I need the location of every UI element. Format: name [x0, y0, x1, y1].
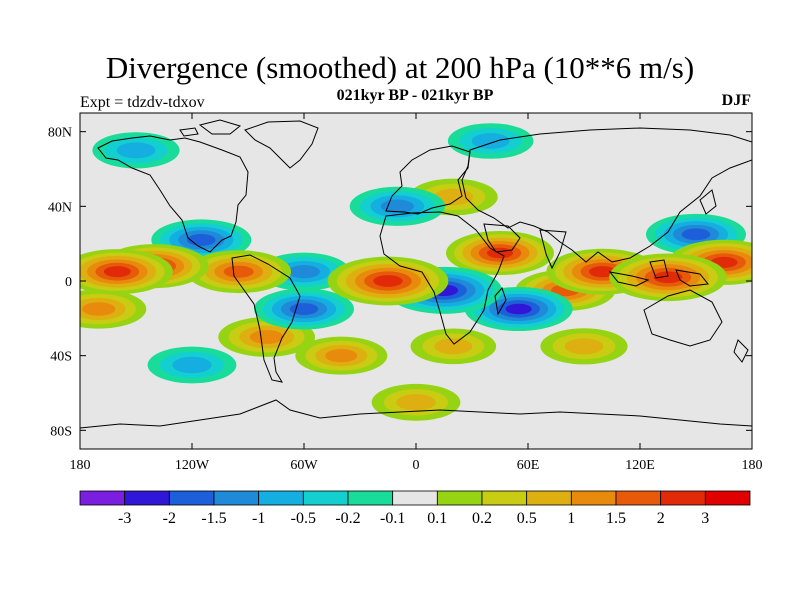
field-feature: [147, 346, 237, 384]
coastline-australia: [643, 289, 723, 347]
colorbar-swatch: [615, 490, 662, 506]
coastline-india: [539, 229, 567, 270]
colorbar-swatch: [436, 490, 483, 506]
coastline-new-zealand: [733, 339, 749, 363]
field-contour: [223, 265, 254, 278]
x-tick-label: 180: [70, 458, 91, 473]
map-axes: 180 120W 60W 0 60E 120E 180 80N 40N 0 40S 80S: [48, 113, 763, 473]
field-contour: [588, 266, 617, 278]
plot-subtitle: 021kyr BP - 021kyr BP: [336, 87, 494, 104]
colorbar-label: 3: [701, 510, 709, 527]
colorbar-swatch: [347, 490, 394, 506]
coastline-greenland: [244, 120, 319, 169]
field-feature: [371, 383, 461, 421]
field-contour: [172, 356, 212, 374]
field-contour: [681, 228, 711, 241]
colorbar-label: -0.1: [380, 510, 405, 527]
coastline-japan: [699, 189, 717, 215]
colorbar-swatch: [481, 490, 528, 506]
x-tick-label: 60W: [290, 458, 318, 473]
plot-title: Divergence (smoothed) at 200 hPa (10**6 …: [105, 50, 695, 85]
x-tick-label: 120E: [625, 458, 655, 473]
field-contour: [116, 142, 156, 159]
colorbar-label: 0.5: [517, 510, 537, 527]
colorbar-label: -0.2: [335, 510, 360, 527]
coastline-indonesia: [608, 259, 709, 287]
colorbar-label: -3: [118, 510, 131, 527]
field-feature: [186, 250, 292, 294]
coastline-south-america: [231, 254, 301, 383]
colorbar-swatch: [526, 490, 572, 506]
field-feature: [447, 123, 534, 159]
colorbar-label: 1.5: [606, 510, 626, 527]
colorbar-label: 2: [657, 510, 665, 527]
field-contour: [396, 394, 436, 411]
colorbar-label: 0.2: [472, 510, 492, 527]
coastline-arctic-islands: [179, 119, 242, 137]
field-contour: [325, 349, 358, 363]
divergence-field: [80, 123, 752, 421]
field-contour: [486, 247, 514, 259]
field-contour: [103, 266, 131, 278]
y-tick-label: 80N: [48, 126, 72, 141]
field-feature: [151, 219, 252, 261]
coastline-madagascar: [494, 287, 507, 316]
colorbar-swatch: [213, 490, 260, 506]
field-contour: [187, 234, 216, 246]
field-contour: [82, 302, 116, 316]
coastlines: [80, 119, 752, 429]
field-feature: [609, 253, 727, 302]
field-contour: [289, 303, 319, 315]
y-tick-label: 80S: [50, 424, 72, 439]
field-feature: [80, 289, 147, 329]
field-feature: [295, 336, 388, 375]
field-contour: [433, 188, 474, 206]
colorbar: -3 -2 -1.5 -1 -0.5 -0.2 -0.1 0.1 0.2 0.5 1 1.5 2 3: [79, 490, 751, 527]
colorbar-swatch: [392, 490, 438, 506]
coastline-north-america: [97, 135, 249, 253]
colorbar-label: 0.1: [427, 510, 447, 527]
coastline-asia: [461, 127, 752, 263]
colorbar-swatch: [704, 490, 751, 506]
field-feature: [540, 328, 628, 365]
field-contour: [288, 265, 320, 279]
colorbar-swatch: [79, 490, 126, 506]
x-tick-label: 0: [413, 458, 420, 473]
field-contour: [471, 133, 510, 149]
field-contour: [434, 338, 473, 355]
field-feature: [327, 256, 449, 306]
field-contour: [373, 275, 403, 287]
colorbar-label: -2: [163, 510, 176, 527]
y-tick-label: 40N: [48, 200, 72, 215]
y-tick-label: 0: [65, 275, 72, 290]
coastline-antarctica: [80, 399, 752, 429]
colorbar-swatch: [168, 490, 215, 506]
colorbar-swatch: [570, 490, 617, 506]
x-tick-label: 120W: [175, 458, 210, 473]
coastline-africa: [379, 211, 505, 345]
coastline-arabia: [483, 223, 521, 253]
field-feature: [446, 231, 554, 275]
field-feature: [410, 328, 497, 365]
field-feature: [349, 186, 445, 226]
field-contour: [249, 330, 284, 344]
colorbar-label: -1.5: [201, 510, 226, 527]
colorbar-swatch: [302, 490, 349, 506]
x-tick-label: 60E: [517, 458, 540, 473]
colorbar-swatch: [258, 490, 304, 506]
colorbar-label: 1: [567, 510, 575, 527]
y-tick-label: 40S: [50, 350, 72, 365]
season-label: DJF: [721, 92, 751, 109]
x-tick-label: 180: [742, 458, 763, 473]
experiment-label: Expt = tdzdv-tdxov: [80, 94, 205, 111]
colorbar-label: -1: [252, 510, 265, 527]
field-feature: [80, 249, 173, 295]
colorbar-label: -0.5: [291, 510, 316, 527]
field-contour: [564, 338, 604, 355]
colorbar-swatch: [660, 490, 706, 506]
field-contour: [505, 303, 532, 315]
colorbar-swatch: [124, 490, 170, 506]
field-contour: [653, 271, 683, 284]
